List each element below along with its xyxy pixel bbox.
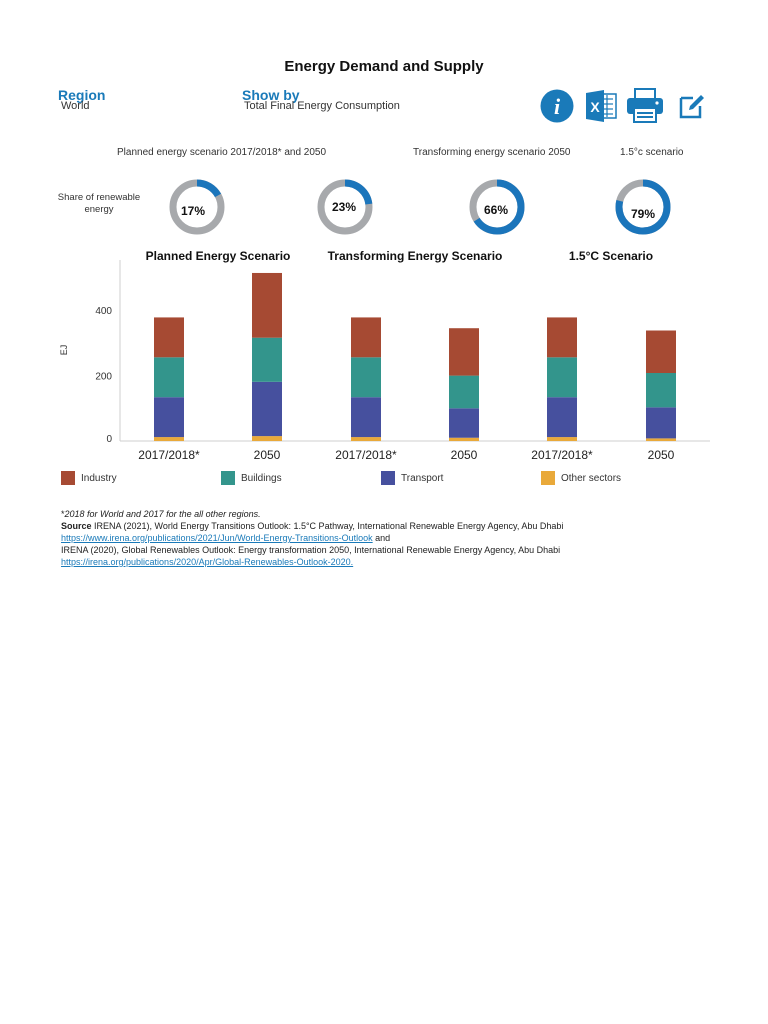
- footnote-note: *2018 for World and 2017 for the all oth…: [61, 508, 261, 520]
- legend-label: Buildings: [241, 472, 282, 484]
- region-select[interactable]: World: [61, 100, 90, 112]
- footnote-link1-row: https://www.irena.org/publications/2021/…: [61, 532, 390, 544]
- source1-link[interactable]: https://www.irena.org/publications/2021/…: [61, 533, 373, 543]
- bar-segment-other-sectors[interactable]: [252, 436, 282, 441]
- scenario-15c-label: 1.5°c scenario: [620, 147, 684, 158]
- bar-segment-industry[interactable]: [449, 328, 479, 376]
- y-tick-label: 0: [106, 434, 112, 445]
- bar-segment-other-sectors[interactable]: [646, 438, 676, 441]
- x-tick-label: 2050: [451, 448, 478, 462]
- chart-group-title: Transforming Energy Scenario: [328, 249, 503, 263]
- source2-link[interactable]: https://irena.org/publications/2020/Apr/…: [61, 557, 354, 567]
- chart-group-title: 1.5°C Scenario: [569, 249, 653, 263]
- source-label: Source: [61, 521, 92, 531]
- bar-segment-transport[interactable]: [351, 397, 381, 438]
- page-title: Energy Demand and Supply: [284, 58, 484, 75]
- showby-select[interactable]: Total Final Energy Consumption: [244, 100, 400, 112]
- footnote-source2: IRENA (2020), Global Renewables Outlook:…: [61, 544, 560, 556]
- footnote-source1: Source IRENA (2021), World Energy Transi…: [61, 520, 563, 532]
- bar-segment-buildings[interactable]: [547, 357, 577, 398]
- legend-swatch: [221, 471, 235, 485]
- bar-segment-buildings[interactable]: [351, 357, 381, 398]
- scenario-transforming-label: Transforming energy scenario 2050: [413, 147, 571, 158]
- excel-icon[interactable]: X: [584, 89, 618, 123]
- legend-item-other[interactable]: Other sectors: [541, 471, 621, 485]
- x-tick-label: 2017/2018*: [531, 448, 593, 462]
- donut-pct-label: 23%: [331, 200, 357, 214]
- bar-segment-buildings[interactable]: [449, 375, 479, 409]
- region-label: Region: [58, 87, 106, 103]
- legend-item-buildings[interactable]: Buildings: [221, 471, 282, 485]
- chart-group-title: Planned Energy Scenario: [146, 249, 291, 263]
- bar-segment-industry[interactable]: [351, 317, 381, 358]
- legend-swatch: [61, 471, 75, 485]
- bar-segment-industry[interactable]: [252, 272, 282, 338]
- bar-segment-other-sectors[interactable]: [351, 437, 381, 441]
- svg-text:X: X: [590, 99, 600, 115]
- source2-text: IRENA (2020), Global Renewables Outlook:…: [61, 545, 561, 555]
- y-tick-label: 200: [95, 372, 112, 383]
- bar-segment-industry[interactable]: [547, 317, 577, 358]
- x-tick-label: 2017/2018*: [138, 448, 200, 462]
- footnote-note-text: 2018 for World and 2017 for the all othe…: [64, 509, 261, 519]
- bar-segment-buildings[interactable]: [154, 357, 184, 398]
- legend-label: Other sectors: [561, 472, 622, 484]
- energy-demand-chart: 0 200 400 EJ Planned Energy Scenario Transfor…: [59, 249, 710, 462]
- bar-segment-transport[interactable]: [449, 408, 479, 438]
- bar-segment-transport[interactable]: [547, 397, 577, 438]
- bar-segment-other-sectors[interactable]: [547, 437, 577, 441]
- y-tick-label: 400: [95, 306, 112, 317]
- info-icon[interactable]: i: [540, 89, 574, 123]
- bar-segment-buildings[interactable]: [646, 373, 676, 408]
- bar-segment-transport[interactable]: [154, 397, 184, 438]
- bar-segment-other-sectors[interactable]: [449, 437, 479, 441]
- footnote-link2-row: https://irena.org/publications/2020/Apr/…: [61, 556, 353, 568]
- source1-text: IRENA (2021), World Energy Transitions O…: [94, 521, 564, 531]
- bar-segment-other-sectors[interactable]: [154, 437, 184, 441]
- and-text: and: [375, 533, 391, 543]
- legend-label: Transport: [401, 472, 444, 484]
- legend-label: Industry: [81, 472, 117, 484]
- bar-segment-industry[interactable]: [154, 317, 184, 358]
- y-axis-label: EJ: [59, 345, 69, 356]
- bar-segment-transport[interactable]: [646, 407, 676, 439]
- bar-segment-industry[interactable]: [646, 330, 676, 374]
- renewable-share-label: Share of renewable energy: [57, 192, 141, 215]
- donut-pct-label: 66%: [483, 203, 509, 217]
- x-tick-label: 2050: [254, 448, 281, 462]
- legend-swatch: [541, 471, 555, 485]
- x-tick-label: 2050: [648, 448, 675, 462]
- donut-pct-label: 17%: [180, 204, 206, 218]
- legend-item-industry[interactable]: Industry: [61, 471, 117, 485]
- legend-item-transport[interactable]: Transport: [381, 471, 443, 485]
- bar-segment-buildings[interactable]: [252, 337, 282, 382]
- x-tick-label: 2017/2018*: [335, 448, 397, 462]
- legend-swatch: [381, 471, 395, 485]
- svg-text:i: i: [554, 94, 561, 119]
- footnote-star: *: [61, 509, 65, 519]
- bar-segment-transport[interactable]: [252, 381, 282, 437]
- edit-icon[interactable]: [678, 92, 706, 120]
- print-icon[interactable]: [626, 88, 664, 124]
- chart-legend: Industry Buildings Transport Other secto…: [61, 471, 721, 487]
- donut-pct-label: 79%: [630, 207, 656, 221]
- showby-label: Show by: [242, 87, 300, 103]
- scenario-planned-label: Planned energy scenario 2017/2018* and 2…: [117, 147, 327, 158]
